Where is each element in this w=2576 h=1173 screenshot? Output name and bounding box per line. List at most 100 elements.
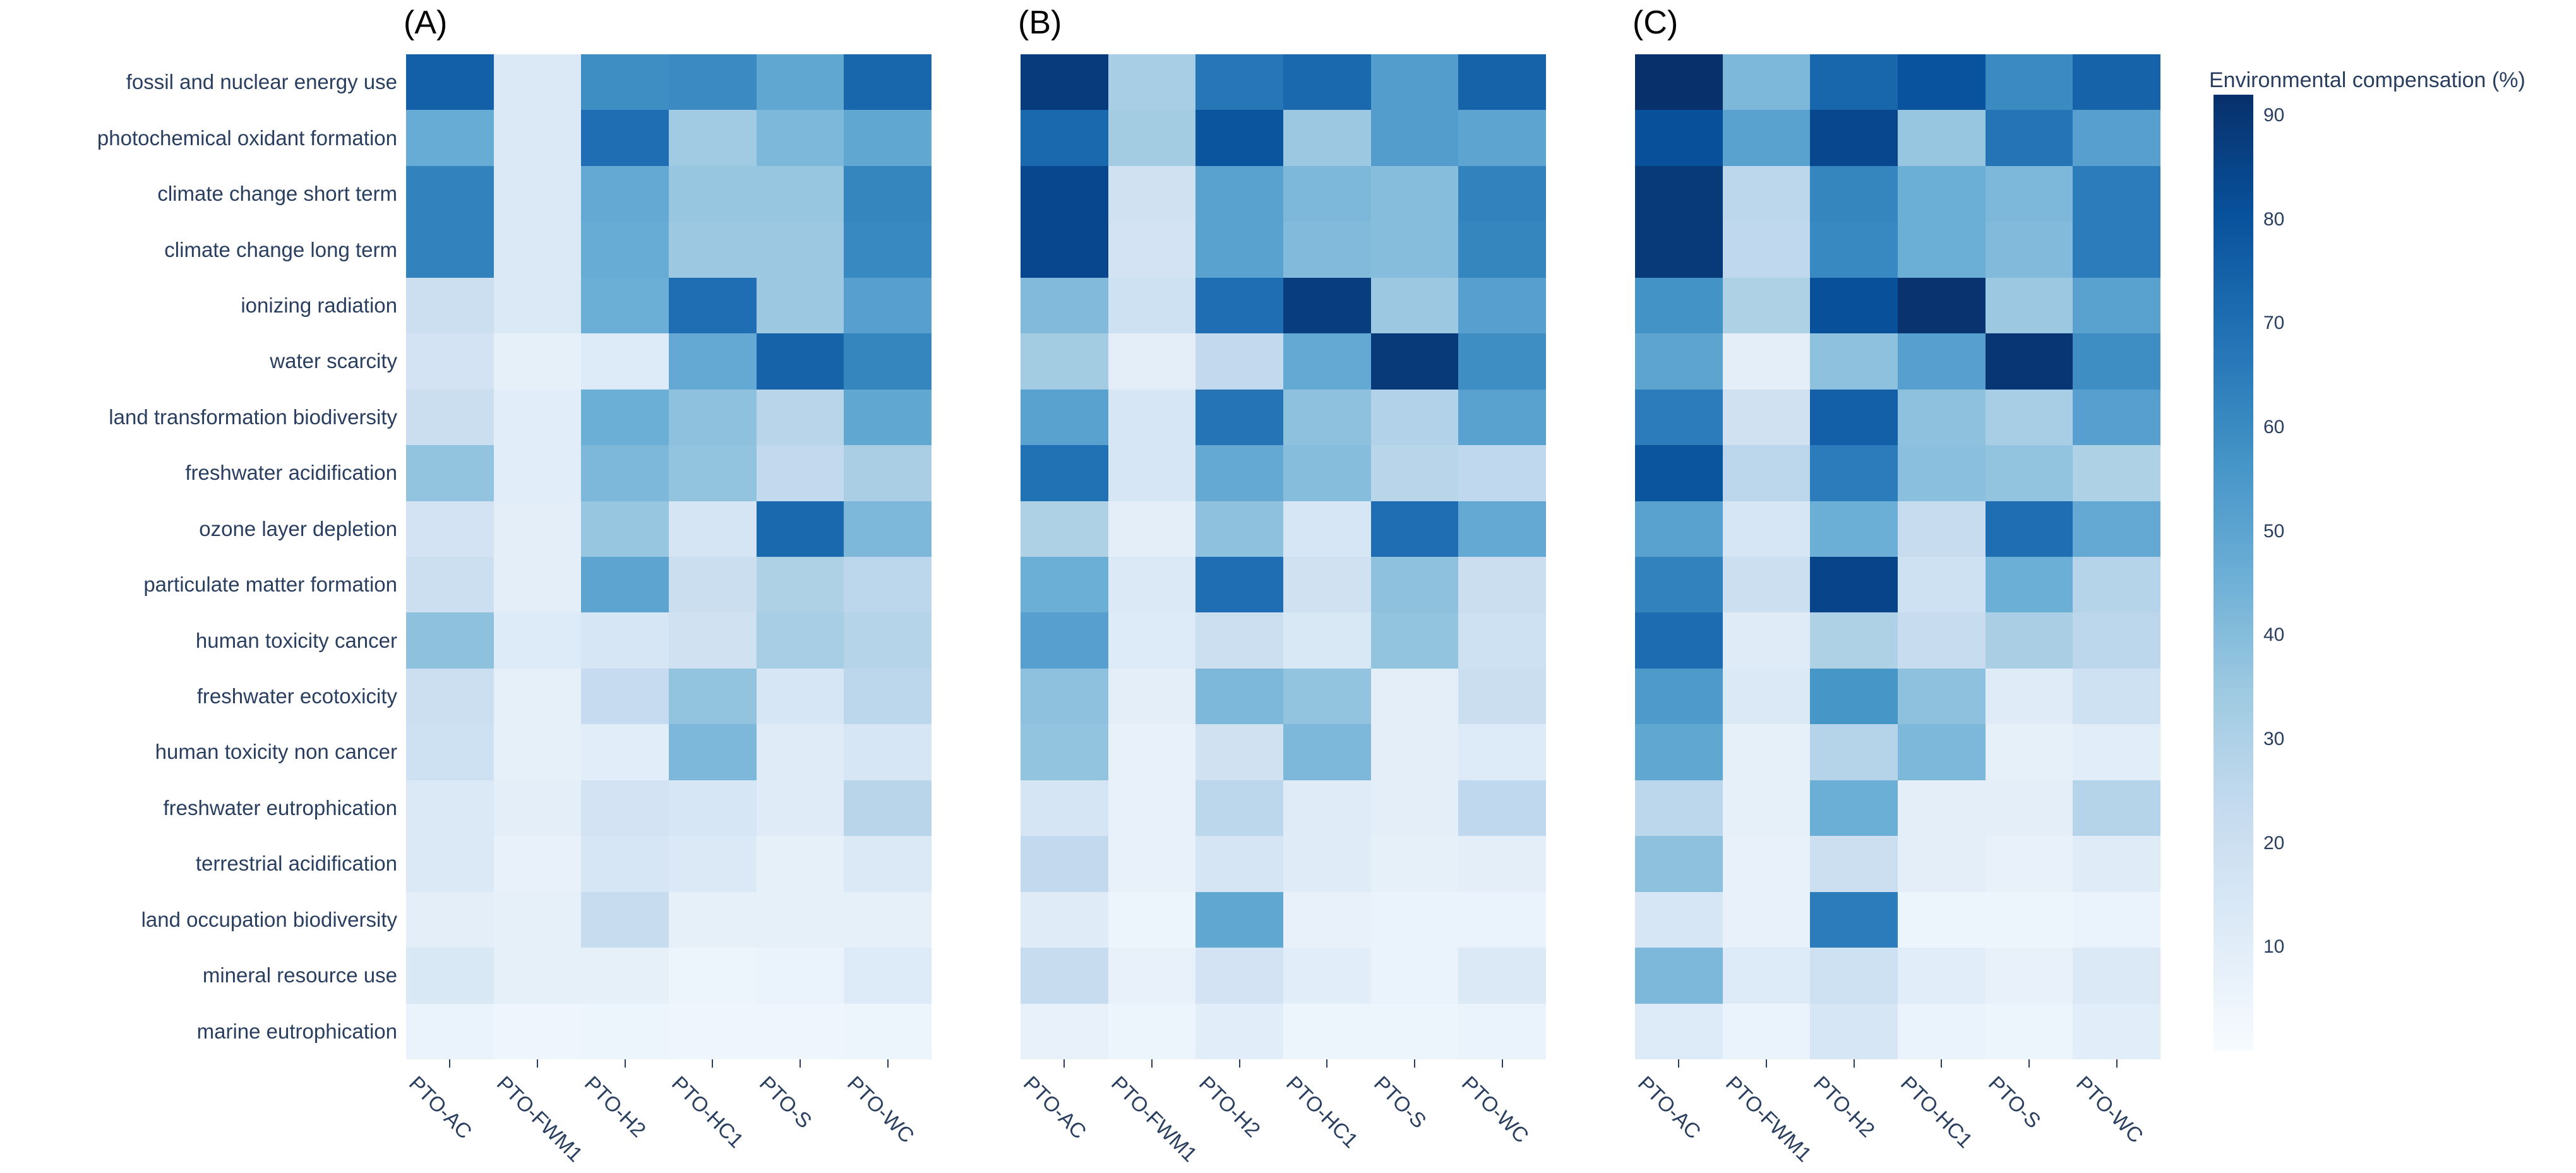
heatmap-cell[interactable] (669, 668, 757, 725)
heatmap-cell[interactable] (1985, 724, 2073, 780)
heatmap-cell[interactable] (2073, 110, 2160, 166)
heatmap-cell[interactable] (844, 165, 932, 222)
heatmap-cell[interactable] (1810, 277, 1898, 334)
heatmap-cell[interactable] (1021, 1003, 1108, 1059)
heatmap-cell[interactable] (1370, 836, 1459, 892)
heatmap-cell[interactable] (1722, 948, 1811, 1004)
heatmap-cell[interactable] (1635, 612, 1723, 669)
heatmap-cell[interactable] (1458, 612, 1546, 669)
heatmap-cell[interactable] (1458, 54, 1546, 110)
heatmap-cell[interactable] (1195, 277, 1283, 334)
heatmap-cell[interactable] (1985, 1003, 2073, 1059)
heatmap-cell[interactable] (1985, 445, 2073, 501)
heatmap-cell[interactable] (1195, 668, 1283, 725)
heatmap-cell[interactable] (756, 165, 844, 222)
heatmap-cell[interactable] (1195, 948, 1283, 1004)
heatmap-cell[interactable] (1722, 222, 1811, 278)
heatmap-cell[interactable] (2073, 333, 2160, 390)
heatmap-cell[interactable] (493, 333, 582, 390)
heatmap-cell[interactable] (1722, 165, 1811, 222)
heatmap-cell[interactable] (1370, 1003, 1459, 1059)
heatmap-cell[interactable] (493, 54, 582, 110)
heatmap-cell[interactable] (756, 110, 844, 166)
heatmap-cell[interactable] (2073, 836, 2160, 892)
heatmap-cell[interactable] (493, 891, 582, 948)
heatmap-cell[interactable] (1108, 668, 1196, 725)
heatmap-cell[interactable] (1458, 110, 1546, 166)
heatmap-cell[interactable] (406, 891, 494, 948)
heatmap-cell[interactable] (493, 222, 582, 278)
heatmap-cell[interactable] (1021, 277, 1108, 334)
heatmap-cell[interactable] (581, 1003, 669, 1059)
heatmap-cell[interactable] (756, 277, 844, 334)
heatmap-cell[interactable] (1985, 668, 2073, 725)
heatmap-cell[interactable] (493, 110, 582, 166)
heatmap-cell[interactable] (581, 110, 669, 166)
heatmap-cell[interactable] (1108, 501, 1196, 557)
heatmap-cell[interactable] (844, 389, 932, 446)
heatmap-cell[interactable] (1370, 780, 1459, 837)
heatmap-cell[interactable] (581, 891, 669, 948)
heatmap-cell[interactable] (1898, 724, 1986, 780)
heatmap-cell[interactable] (1108, 836, 1196, 892)
heatmap-cell[interactable] (1722, 277, 1811, 334)
heatmap-cell[interactable] (1108, 333, 1196, 390)
heatmap-cell[interactable] (581, 389, 669, 446)
heatmap-cell[interactable] (1195, 165, 1283, 222)
heatmap-cell[interactable] (844, 556, 932, 613)
heatmap-cell[interactable] (581, 445, 669, 501)
heatmap-cell[interactable] (1370, 948, 1459, 1004)
heatmap-cell[interactable] (581, 333, 669, 390)
heatmap-cell[interactable] (1195, 222, 1283, 278)
heatmap-cell[interactable] (1898, 1003, 1986, 1059)
heatmap-cell[interactable] (493, 1003, 582, 1059)
heatmap-cell[interactable] (756, 556, 844, 613)
heatmap-cell[interactable] (669, 556, 757, 613)
heatmap-cell[interactable] (406, 836, 494, 892)
heatmap-cell[interactable] (1458, 780, 1546, 837)
heatmap-cell[interactable] (406, 165, 494, 222)
heatmap-cell[interactable] (844, 501, 932, 557)
heatmap-cell[interactable] (406, 110, 494, 166)
heatmap-cell[interactable] (2073, 277, 2160, 334)
heatmap-cell[interactable] (1021, 165, 1108, 222)
heatmap-cell[interactable] (1108, 556, 1196, 613)
heatmap-cell[interactable] (1898, 54, 1986, 110)
heatmap-cell[interactable] (669, 948, 757, 1004)
heatmap-cell[interactable] (1810, 891, 1898, 948)
heatmap-cell[interactable] (1722, 668, 1811, 725)
heatmap-cell[interactable] (1021, 668, 1108, 725)
heatmap-cell[interactable] (1108, 222, 1196, 278)
heatmap-cell[interactable] (2073, 165, 2160, 222)
heatmap-cell[interactable] (756, 389, 844, 446)
heatmap-cell[interactable] (1810, 612, 1898, 669)
heatmap-cell[interactable] (1195, 556, 1283, 613)
heatmap-cell[interactable] (493, 780, 582, 837)
heatmap-cell[interactable] (756, 333, 844, 390)
heatmap-cell[interactable] (581, 836, 669, 892)
heatmap-cell[interactable] (1635, 333, 1723, 390)
heatmap-cell[interactable] (844, 948, 932, 1004)
heatmap-cell[interactable] (1458, 222, 1546, 278)
heatmap-cell[interactable] (844, 891, 932, 948)
heatmap-cell[interactable] (1722, 110, 1811, 166)
heatmap-cell[interactable] (406, 668, 494, 725)
heatmap-cell[interactable] (669, 333, 757, 390)
heatmap-cell[interactable] (1370, 891, 1459, 948)
heatmap-cell[interactable] (1283, 54, 1371, 110)
heatmap-cell[interactable] (1370, 165, 1459, 222)
heatmap-cell[interactable] (1283, 389, 1371, 446)
heatmap-cell[interactable] (756, 54, 844, 110)
heatmap-cell[interactable] (1635, 222, 1723, 278)
heatmap-cell[interactable] (669, 54, 757, 110)
heatmap-cell[interactable] (1898, 612, 1986, 669)
heatmap-cell[interactable] (756, 891, 844, 948)
heatmap-cell[interactable] (1370, 556, 1459, 613)
heatmap-cell[interactable] (1283, 165, 1371, 222)
heatmap-cell[interactable] (406, 612, 494, 669)
heatmap-cell[interactable] (1370, 612, 1459, 669)
heatmap-cell[interactable] (1370, 54, 1459, 110)
heatmap-cell[interactable] (1985, 277, 2073, 334)
heatmap-cell[interactable] (1108, 389, 1196, 446)
heatmap-cell[interactable] (1898, 780, 1986, 837)
